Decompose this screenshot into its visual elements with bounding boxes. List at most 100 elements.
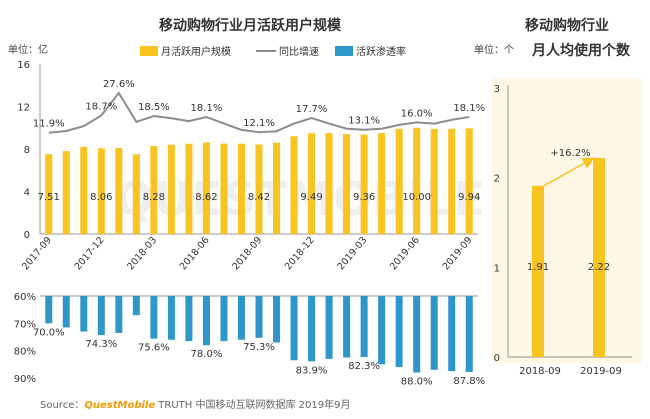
penetration-y-tick: 60% bbox=[14, 292, 36, 303]
source-suffix: TRUTH 中国移动互联网数据库 2019年9月 bbox=[155, 398, 350, 411]
mau-bar bbox=[308, 133, 316, 234]
y-tick-label: 0 bbox=[24, 230, 30, 241]
penetration-bar bbox=[62, 296, 70, 328]
mau-bar bbox=[220, 143, 228, 234]
main-chart-title: 移动购物行业月活跃用户规模 bbox=[159, 17, 342, 34]
right-chart-title-line2: 月人均使用个数 bbox=[531, 42, 631, 59]
penetration-labels: 70.0% 74.3% 75.6% 78.0% 75.3% 83.9% 82.3% 88.0%… bbox=[33, 327, 485, 387]
x-tick-label: 2019-03 bbox=[335, 235, 369, 272]
mau-bar bbox=[237, 143, 245, 234]
mau-bar-label: 9.49 bbox=[300, 192, 322, 203]
x-tick-label: 2017-12 bbox=[73, 235, 107, 272]
legend-label-penetration: 活跃渗透率 bbox=[356, 45, 406, 58]
penetration-bar bbox=[395, 296, 403, 368]
penetration-bar bbox=[378, 296, 386, 365]
right-y-ticks: 0 1 2 3 bbox=[494, 84, 500, 364]
penetration-label: 70.0% bbox=[33, 327, 65, 338]
source-line: Source：QuestMobile TRUTH 中国移动互联网数据库 2019… bbox=[40, 398, 350, 411]
mau-bar-label: 8.28 bbox=[143, 192, 165, 203]
penetration-label: 87.8% bbox=[453, 376, 485, 387]
penetration-bar bbox=[80, 296, 88, 332]
yoy-label: 18.1% bbox=[453, 103, 485, 114]
penetration-bar bbox=[413, 296, 421, 373]
right-x-tick: 2018-09 bbox=[519, 366, 561, 377]
x-tick-label: 2018-06 bbox=[178, 235, 212, 272]
yoy-labels: 11.9% 18.7% 27.6% 18.5% 18.1% 12.1% 17.7% 13.1%… bbox=[33, 79, 485, 130]
penetration-bar bbox=[220, 296, 228, 342]
right-chart-title-line1: 移动购物行业 bbox=[525, 17, 609, 34]
legend-label-mau: 月活跃用户规模 bbox=[161, 45, 231, 58]
mau-bar-label: 8.06 bbox=[90, 192, 112, 203]
left-y-ticks: 0 4 8 12 16 bbox=[17, 60, 30, 241]
penetration-bar bbox=[167, 296, 175, 340]
penetration-bars bbox=[45, 296, 473, 373]
mau-bar bbox=[185, 143, 193, 234]
yoy-label: 17.7% bbox=[296, 104, 328, 115]
penetration-bar bbox=[97, 296, 105, 336]
mau-bar bbox=[448, 128, 456, 234]
mau-bar bbox=[290, 136, 298, 234]
legend: 月活跃用户规模 同比增速 活跃渗透率 bbox=[140, 45, 406, 58]
penetration-label: 74.3% bbox=[85, 339, 117, 350]
yoy-label: 18.1% bbox=[191, 103, 223, 114]
legend-swatch-penetration bbox=[335, 46, 353, 56]
legend-swatch-mau bbox=[140, 46, 158, 56]
penetration-label: 83.9% bbox=[296, 365, 328, 376]
penetration-bar bbox=[115, 296, 123, 333]
mau-bar bbox=[202, 142, 210, 234]
mau-bar-label: 10.00 bbox=[402, 192, 431, 203]
per-capita-label: 2.22 bbox=[588, 262, 610, 273]
growth-annotation: +16.2% bbox=[550, 148, 590, 159]
mau-bar bbox=[255, 144, 263, 234]
x-tick-label: 2018-03 bbox=[125, 235, 159, 272]
right-y-tick: 2 bbox=[494, 174, 500, 185]
mau-bar bbox=[97, 148, 105, 234]
yoy-label: 27.6% bbox=[103, 79, 135, 90]
penetration-bar bbox=[325, 296, 333, 359]
x-tick-label: 2018-09 bbox=[230, 235, 264, 272]
watermark: QUESTMOBILE bbox=[115, 172, 485, 226]
mau-bar bbox=[413, 127, 421, 234]
x-tick-label: 2018-12 bbox=[283, 235, 317, 272]
yoy-label: 16.0% bbox=[401, 108, 433, 119]
mau-bar-label: 9.36 bbox=[353, 192, 375, 203]
x-tick-labels: 2017-09 2017-12 2018-03 2018-06 2018-09 2018-… bbox=[20, 235, 474, 272]
penetration-bar bbox=[255, 296, 263, 338]
penetration-bar bbox=[185, 296, 193, 342]
mau-bars bbox=[45, 127, 473, 234]
penetration-y-ticks: 60% 70% 80% 90% bbox=[14, 292, 36, 385]
growth-arrow bbox=[543, 157, 595, 187]
x-tick-label: 2019-06 bbox=[388, 235, 422, 272]
mau-bar bbox=[273, 142, 281, 234]
mau-bar bbox=[343, 134, 351, 234]
per-capita-labels: 1.91 2.22 bbox=[527, 262, 610, 273]
mau-bar bbox=[167, 144, 175, 234]
y-tick-label: 12 bbox=[17, 103, 30, 114]
penetration-bar bbox=[290, 296, 298, 361]
penetration-bar bbox=[465, 296, 473, 372]
penetration-bar bbox=[273, 296, 281, 343]
penetration-bar bbox=[430, 296, 438, 370]
mau-bar bbox=[378, 133, 386, 234]
penetration-bar bbox=[360, 296, 368, 357]
x-tick-label: 2019-09 bbox=[441, 235, 475, 272]
right-panel-background bbox=[492, 78, 642, 363]
source-brand: QuestMobile bbox=[84, 400, 155, 411]
right-unit-label: 单位：个 bbox=[474, 43, 514, 56]
penetration-bar bbox=[343, 296, 351, 358]
penetration-label: 78.0% bbox=[191, 349, 223, 360]
penetration-y-tick: 90% bbox=[14, 374, 36, 385]
penetration-label: 88.0% bbox=[401, 377, 433, 388]
penetration-bar bbox=[237, 296, 245, 340]
mau-bar bbox=[430, 128, 438, 234]
mau-bar bbox=[62, 151, 70, 234]
mau-bar bbox=[395, 128, 403, 234]
penetration-bar bbox=[308, 296, 316, 362]
penetration-bar bbox=[448, 296, 456, 372]
mau-bar bbox=[115, 147, 123, 234]
penetration-bar bbox=[45, 296, 53, 324]
mau-bar-label: 8.42 bbox=[248, 192, 270, 203]
y-tick-label: 8 bbox=[24, 145, 30, 156]
legend-label-yoy: 同比增速 bbox=[279, 45, 319, 58]
yoy-label: 12.1% bbox=[243, 118, 275, 129]
